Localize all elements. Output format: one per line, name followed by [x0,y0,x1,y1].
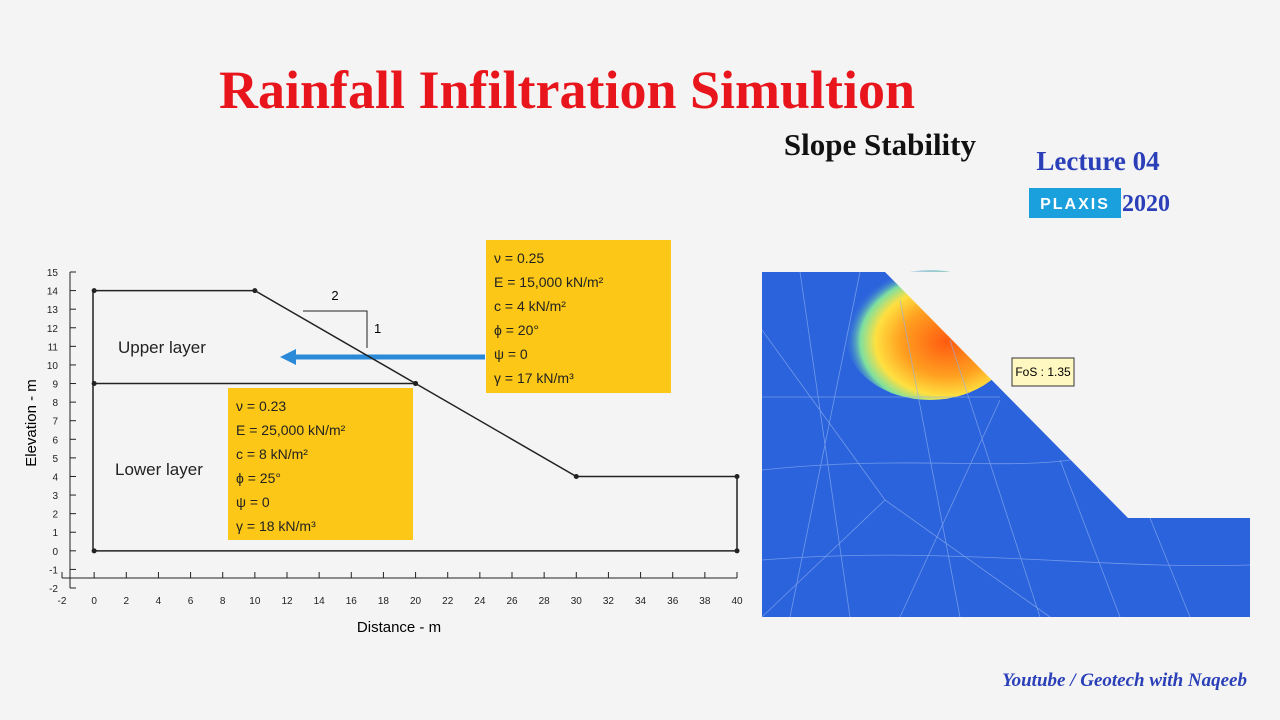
software-name: PLAXIS [1040,196,1110,213]
vertex [252,288,258,294]
x-tick-label: 0 [91,596,97,607]
x-tick-label: 16 [346,596,358,607]
x-axis-title: Distance - m [357,619,441,636]
x-tick-label: 20 [410,596,422,607]
y-tick-label: 5 [52,454,58,465]
y-tick-label: 3 [52,491,58,502]
slope-void [885,272,1250,518]
x-tick-label: 24 [474,596,486,607]
y-tick-label: 7 [52,417,58,428]
x-tick-label: 10 [249,596,261,607]
rise-label: 1 [374,321,381,336]
y-tick-label: 15 [47,268,59,279]
software-version: 2020 [1122,191,1170,217]
upper-props-box [486,240,671,393]
x-tick-label: 14 [314,596,326,607]
arrow-head [280,349,296,365]
fos-label: FoS : 1.35 [1015,365,1071,379]
property-line: ν = 0.23 [236,398,286,414]
y-tick-label: 11 [48,342,59,353]
x-tick-label: 8 [220,596,226,607]
y-tick-label: -1 [49,565,58,576]
property-line: ν = 0.25 [494,250,544,266]
x-tick-label: 6 [188,596,194,607]
fem-panel: FoS : 1.35 [761,270,1251,618]
x-tick-label: -2 [58,596,67,607]
x-tick-label: 40 [731,596,743,607]
x-tick-label: 32 [603,596,615,607]
fos-box [1011,357,1075,387]
title: Rainfall Infiltration Simultion [219,60,915,120]
x-tick-label: 12 [281,596,293,607]
y-tick-label: 4 [52,472,58,483]
property-line: ϕ = 20° [494,322,539,338]
x-tick-label: 38 [699,596,711,607]
y-axis-title: Elevation - m [23,379,40,467]
plaxis-badge [1029,188,1121,218]
lecture: Lecture 04 [1036,146,1159,176]
x-tick-label: 22 [442,596,454,607]
vertex [734,473,740,479]
lower-props-box [228,388,413,540]
property-line: c = 8 kN/m² [236,446,308,462]
y-tick-label: 6 [52,435,58,446]
y-tick-label: 14 [47,287,59,298]
y-tick-label: 10 [47,361,59,372]
x-tick-label: 34 [635,596,647,607]
property-line: ψ = 0 [494,346,528,362]
upper-layer-label: Upper layer [118,338,206,357]
mesh-lines [761,271,1251,618]
property-line: ψ = 0 [236,494,270,510]
subtitle: Slope Stability [784,127,977,162]
y-tick-label: 0 [52,547,58,558]
x-tick-label: 26 [506,596,518,607]
y-tick-label: 9 [52,380,58,391]
y-tick-label: 13 [47,305,59,316]
chart: 2 1 Upper layer Lower layer Distance - m… [23,272,738,636]
x-tick-label: 30 [571,596,583,607]
y-tick-label: 8 [52,398,58,409]
property-line: E = 15,000 kN/m² [494,274,604,290]
property-line: c = 4 kN/m² [494,298,566,314]
run-label: 2 [331,288,338,303]
vertex [573,473,579,479]
x-tick-label: 28 [539,596,551,607]
y-tick-label: 1 [52,528,58,539]
footer: Youtube / Geotech with Naqeeb [1002,670,1247,691]
vertex [413,381,419,387]
lower-layer-label: Lower layer [115,460,203,479]
property-line: ϕ = 25° [236,470,281,486]
y-tick-label: 2 [52,510,58,521]
vertex [91,381,97,387]
x-tick-label: 4 [156,596,162,607]
vertex [734,548,740,554]
y-tick-label: 12 [47,324,59,335]
x-tick-label: 18 [378,596,390,607]
x-tick-label: 2 [124,596,130,607]
y-tick-label: -2 [49,584,58,595]
property-line: γ = 18 kN/m³ [236,518,316,534]
property-line: E = 25,000 kN/m² [236,422,346,438]
slope-ratio [303,310,368,348]
property-line: γ = 17 kN/m³ [494,370,574,386]
x-tick-label: 36 [667,596,679,607]
vertex [91,288,97,294]
vertex [91,548,97,554]
